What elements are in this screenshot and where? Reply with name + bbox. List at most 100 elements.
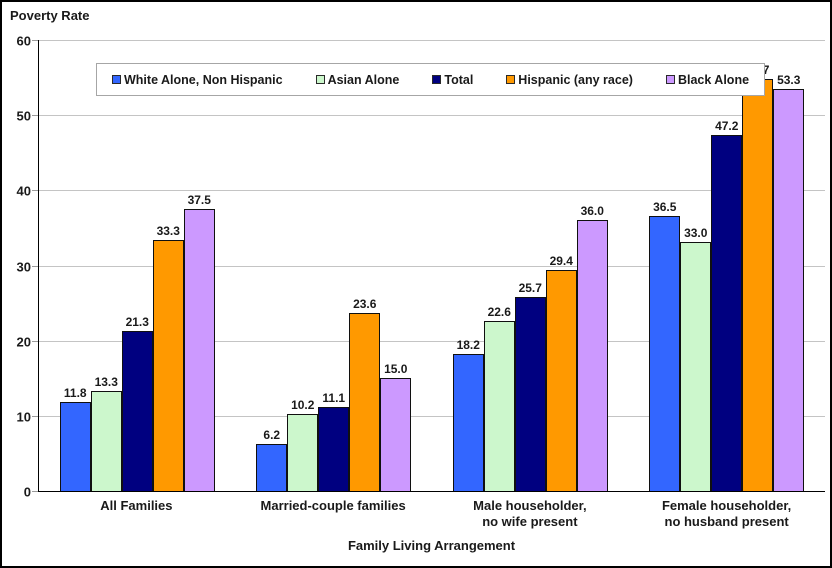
x-category-label: Married-couple families — [235, 498, 432, 531]
bar-value-label: 47.2 — [715, 119, 739, 134]
y-axis-tick-label: 50 — [16, 108, 31, 124]
gridline — [39, 115, 825, 117]
y-axis-tick — [32, 190, 38, 192]
bar-column: 53.3 — [773, 73, 805, 491]
bar-column: 33.3 — [152, 224, 184, 491]
bar — [649, 216, 681, 491]
bar — [773, 89, 805, 491]
legend-item: Black Alone — [665, 72, 750, 87]
bar-group: 36.5 33.0 47.254.753.3 — [629, 40, 826, 491]
bar-column: 36.5 — [649, 200, 681, 491]
bar-value-label: 21.3 — [125, 314, 149, 329]
y-axis-tick-label: 60 — [16, 33, 31, 49]
y-axis-tick-label: 40 — [16, 183, 31, 199]
bar-column: 15.0 — [380, 362, 412, 491]
bar-value-label: 36.5 — [653, 200, 677, 215]
x-axis-title: Family Living Arrangement — [347, 538, 516, 553]
legend-swatch-icon — [315, 75, 325, 84]
x-category-label: All Families — [38, 498, 235, 531]
bar-column: 25.7 — [514, 281, 546, 491]
bar-value-label: 18.2 — [456, 337, 480, 352]
bar-column: 13.3 — [90, 374, 122, 491]
bar-value-label: 13.3 — [94, 374, 118, 389]
bar — [121, 330, 153, 491]
bar-group: 18.2 22.6 25.7 29.4 36.0 — [432, 40, 629, 491]
y-axis-tick — [32, 340, 38, 342]
y-axis-tick — [32, 265, 38, 267]
y-axis-tick — [32, 115, 38, 117]
legend-item: Asian Alone — [315, 73, 399, 87]
bar-group: 11.8 13.3 21.3 33.3 37.5 — [39, 40, 236, 491]
x-category-label-line: All Families — [100, 498, 173, 513]
bar-groups: 11.8 13.3 21.3 33.3 37.5 6.2 10.2 11.1 23.6 15.0 1… — [39, 40, 825, 491]
y-axis-tick-label: 0 — [23, 484, 31, 500]
x-category-label-line: no husband present — [664, 514, 789, 530]
bar-column: 36.0 — [576, 205, 608, 491]
bar-value-label: 22.6 — [487, 304, 511, 319]
bar — [183, 208, 215, 491]
gridline — [39, 40, 825, 41]
bar-column: 11.8 — [59, 386, 91, 491]
y-axis-tick — [32, 415, 38, 417]
chart-title: Poverty Rate — [10, 8, 90, 23]
bar-value-label: 11.1 — [322, 391, 346, 406]
legend-label: Hispanic (any race) — [518, 72, 633, 87]
y-axis-tick-label: 20 — [16, 334, 31, 350]
x-category-label-line: no wife present — [482, 514, 578, 530]
legend-item: Total — [432, 73, 473, 87]
legend-label: White Alone, Non Hispanic — [124, 72, 283, 87]
bar-value-label: 10.2 — [291, 398, 315, 413]
bar — [680, 242, 712, 491]
bar-column: 23.6 — [349, 297, 381, 491]
bar-value-label: 33.3 — [156, 224, 180, 239]
x-category-label: Male householder, no wife present — [432, 498, 629, 531]
bar — [152, 240, 184, 491]
gridline — [39, 340, 825, 342]
bar-column: 11.1 — [318, 391, 350, 491]
legend-swatch-icon — [112, 75, 121, 84]
y-axis-tick — [32, 491, 38, 492]
bar-value-label: 33.0 — [684, 226, 708, 241]
bar-column: 6.2 — [256, 428, 288, 491]
legend-label: Black Alone — [677, 72, 750, 87]
bar — [59, 402, 91, 491]
bar — [742, 78, 774, 491]
bar-value-label: 37.5 — [187, 192, 211, 207]
bar — [380, 378, 412, 491]
gridline — [39, 265, 825, 267]
x-axis-category-labels: All Families Married-couple families Male … — [38, 498, 825, 531]
x-category-label-line: Male householder, — [473, 498, 587, 513]
bar-value-label: 6.2 — [263, 428, 281, 443]
bar-value-label: 15.0 — [384, 362, 408, 376]
y-axis-tick-label: 10 — [16, 409, 31, 425]
legend-swatch-icon — [665, 75, 675, 84]
bar — [349, 313, 381, 491]
gridline — [39, 415, 825, 417]
bar — [711, 135, 743, 491]
bar — [514, 297, 546, 491]
bar-value-label: 11.8 — [63, 386, 87, 401]
gridline — [39, 190, 825, 192]
y-axis-tick-label: 30 — [16, 259, 31, 274]
x-category-label-line: Female householder, — [661, 498, 792, 513]
bar — [483, 320, 515, 491]
legend-swatch-icon — [506, 75, 516, 84]
y-axis-tick — [32, 40, 38, 41]
legend-swatch-icon — [432, 75, 442, 84]
bar-group: 6.2 10.2 11.1 23.6 15.0 — [236, 40, 433, 491]
bar-column: 37.5 — [183, 192, 215, 491]
bar — [545, 269, 577, 491]
bar — [576, 219, 608, 491]
bar-column: 22.6 — [483, 304, 515, 491]
bar-value-label: 23.6 — [353, 297, 377, 312]
bar-column: 47.2 — [711, 119, 743, 491]
chart-legend: White Alone, Non Hispanic Asian Alone Tota… — [96, 63, 766, 96]
legend-item: White Alone, Non Hispanic — [112, 73, 283, 87]
bar-column: 10.2 — [287, 398, 319, 491]
legend-label: Total — [444, 72, 474, 87]
legend-item: Hispanic (any race) — [506, 73, 633, 87]
bar-value-label: 25.7 — [518, 281, 542, 296]
x-category-label: Female householder, no husband present — [628, 498, 825, 531]
bar-value-label: 53.3 — [777, 73, 801, 88]
